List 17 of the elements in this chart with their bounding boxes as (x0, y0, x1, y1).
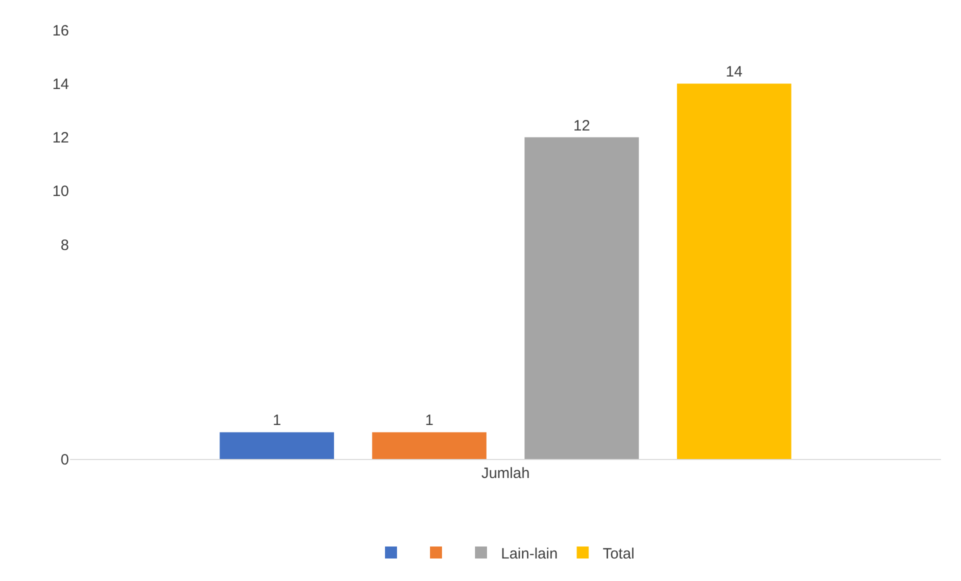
x-tick-label: Jumlah (481, 465, 530, 482)
data-label: 14 (726, 64, 742, 81)
y-tick-label: 16 (52, 22, 69, 40)
legend-label: Total (602, 545, 634, 562)
y-tick-label: 10 (52, 183, 69, 200)
data-label: 1 (425, 412, 434, 430)
bar (372, 432, 486, 459)
bar (676, 84, 792, 459)
data-label: 1 (272, 412, 282, 430)
y-tick-label: 14 (52, 76, 69, 93)
bar (220, 432, 334, 459)
y-tick-label: 12 (52, 130, 69, 146)
y-tick-label: 8 (60, 236, 69, 254)
bar (524, 137, 639, 459)
data-label: 12 (573, 117, 590, 134)
legend-label: Lain-lain (501, 545, 558, 562)
y-tick-label: 0 (60, 451, 69, 468)
